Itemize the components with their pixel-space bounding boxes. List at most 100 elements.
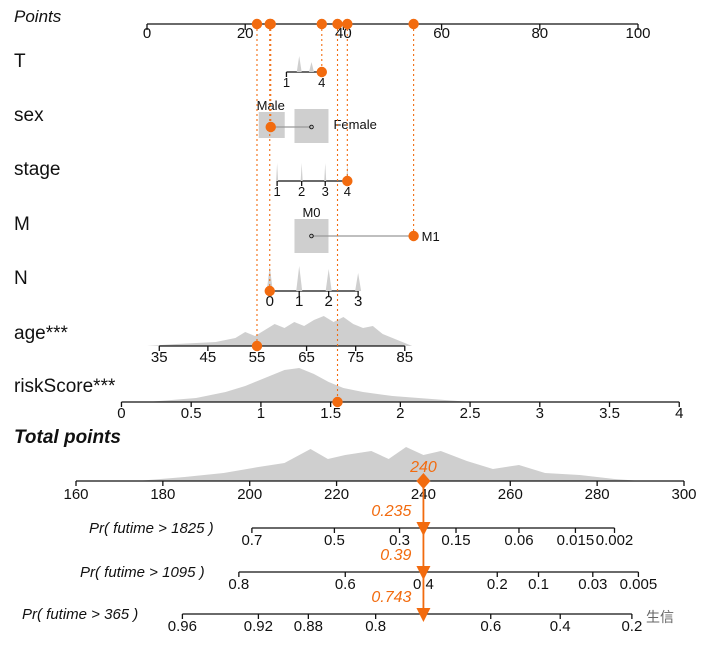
age-tick-label: 65: [298, 349, 315, 366]
variable-selection-dot: [264, 285, 275, 297]
sex-female-box: [294, 109, 329, 143]
prediction-tick-label: 0.8: [365, 618, 386, 635]
variable-label-sex: sex: [14, 105, 44, 126]
riskscore-tick-label: 3: [536, 405, 544, 422]
N-tick-label: 2: [324, 293, 332, 310]
riskscore-density: [147, 368, 472, 402]
prediction-tick-label: 0.2: [621, 618, 642, 635]
variable-label-riskscore: riskScore***: [14, 376, 116, 397]
N-density-spike: [296, 266, 303, 291]
variable-selection-dot: [342, 175, 353, 187]
prediction-tick-label: 0.96: [168, 618, 197, 635]
prediction-tick-label: 0.5: [324, 532, 345, 549]
variable-label-M: M: [14, 214, 30, 235]
variable-selection-dot: [265, 121, 276, 133]
prediction-tick-label: 0.92: [244, 618, 273, 635]
M-M0-marker: [309, 233, 314, 239]
prediction-value-label: 0.743: [371, 589, 411, 606]
age-tick-label: 35: [151, 349, 168, 366]
total-points-tick-label: 280: [585, 486, 610, 503]
age-tick-label: 85: [396, 349, 413, 366]
stage-tick-label: 2: [298, 184, 305, 199]
variable-label-stage: stage: [14, 159, 60, 180]
total-points-tick-label: 180: [150, 486, 175, 503]
prediction-tick-label: 0.4: [550, 618, 571, 635]
prediction-tick-label: 0.005: [620, 576, 658, 593]
stage-density-spike: [324, 163, 327, 181]
points-tick-label: 60: [433, 25, 450, 42]
M-M1-label: M1: [422, 229, 440, 244]
age-density: [147, 316, 413, 346]
total-points-tick-label: 260: [498, 486, 523, 503]
prediction-label-1095: Pr( futime > 1095 ): [80, 564, 205, 581]
prediction-tick-label: 0.88: [294, 618, 323, 635]
prediction-label-1825: Pr( futime > 1825 ): [89, 520, 214, 537]
prediction-tick-label: 0.6: [335, 576, 356, 593]
variable-selection-dot: [251, 340, 263, 352]
points-tick-label: 0: [143, 25, 151, 42]
stage-tick-label: 3: [322, 184, 329, 199]
stage-tick-label: 1: [273, 184, 280, 199]
total-points-tick-label: 300: [671, 486, 696, 503]
prediction-label-365: Pr( futime > 365 ): [22, 606, 138, 623]
total-points-label: Total points: [14, 427, 121, 448]
T-density-spike: [296, 56, 302, 72]
variable-label-T: T: [14, 51, 26, 72]
riskscore-tick-label: 2: [396, 405, 404, 422]
riskscore-tick-label: 1: [257, 405, 265, 422]
riskscore-tick-label: 1.5: [320, 405, 341, 422]
prediction-tick-label: 0.6: [480, 618, 501, 635]
prediction-tick-label: 0.2: [487, 576, 508, 593]
points-tick-label: 80: [531, 25, 548, 42]
riskscore-tick-label: 2.5: [460, 405, 481, 422]
stage-tick-label: 4: [344, 184, 351, 199]
N-density-spike: [325, 269, 332, 291]
N-density-spike: [266, 266, 273, 291]
prediction-tick-label: 0.7: [241, 532, 262, 549]
stage-density-spike: [276, 163, 279, 181]
points-axis-selection-dot: [316, 18, 327, 30]
prediction-tick-label: 0.3: [389, 532, 410, 549]
variable-label-N: N: [14, 268, 28, 289]
variable-label-age: age***: [14, 323, 68, 344]
stage-density-spike: [300, 163, 303, 181]
points-tick-label: 20: [237, 25, 254, 42]
N-tick-label: 0: [266, 293, 274, 310]
prediction-tick-label: 0.015: [557, 532, 595, 549]
age-tick-label: 55: [249, 349, 266, 366]
prediction-tick-label: 0.8: [228, 576, 249, 593]
points-axis-selection-dot: [408, 18, 419, 30]
variable-selection-dot: [332, 396, 343, 408]
points-axis-label: Points: [14, 7, 62, 26]
N-density-spike: [355, 273, 362, 291]
N-tick-label: 3: [354, 293, 362, 310]
age-tick-label: 45: [200, 349, 217, 366]
prediction-tick-label: 0.002: [596, 532, 634, 549]
total-points-tick-label: 220: [324, 486, 349, 503]
T-tick-label: 1: [283, 75, 290, 90]
T-density-spike: [309, 62, 314, 72]
riskscore-tick-label: 3.5: [599, 405, 620, 422]
age-tick-label: 75: [347, 349, 364, 366]
points-axis-selection-dot: [342, 18, 353, 30]
total-points-tick-label: 200: [237, 486, 262, 503]
points-axis-selection-dot: [264, 18, 275, 30]
prediction-value-label: 0.39: [380, 547, 411, 564]
variable-selection-dot: [408, 230, 419, 242]
N-tick-label: 1: [295, 293, 303, 310]
points-axis-selection-dot: [332, 18, 343, 30]
variable-selection-dot: [316, 66, 327, 78]
total-points-density: [136, 447, 641, 481]
prediction-value-label: 0.235: [371, 503, 411, 520]
watermark-text: 生信: [646, 609, 674, 625]
total-points-value-label: 240: [409, 459, 437, 476]
riskscore-tick-label: 0.5: [181, 405, 202, 422]
riskscore-tick-label: 4: [675, 405, 683, 422]
prediction-tick-label: 0.06: [504, 532, 533, 549]
T-tick-label: 4: [318, 75, 325, 90]
points-tick-label: 100: [625, 25, 650, 42]
prediction-tick-label: 0.15: [441, 532, 470, 549]
sex-female-label: Female: [333, 117, 376, 132]
